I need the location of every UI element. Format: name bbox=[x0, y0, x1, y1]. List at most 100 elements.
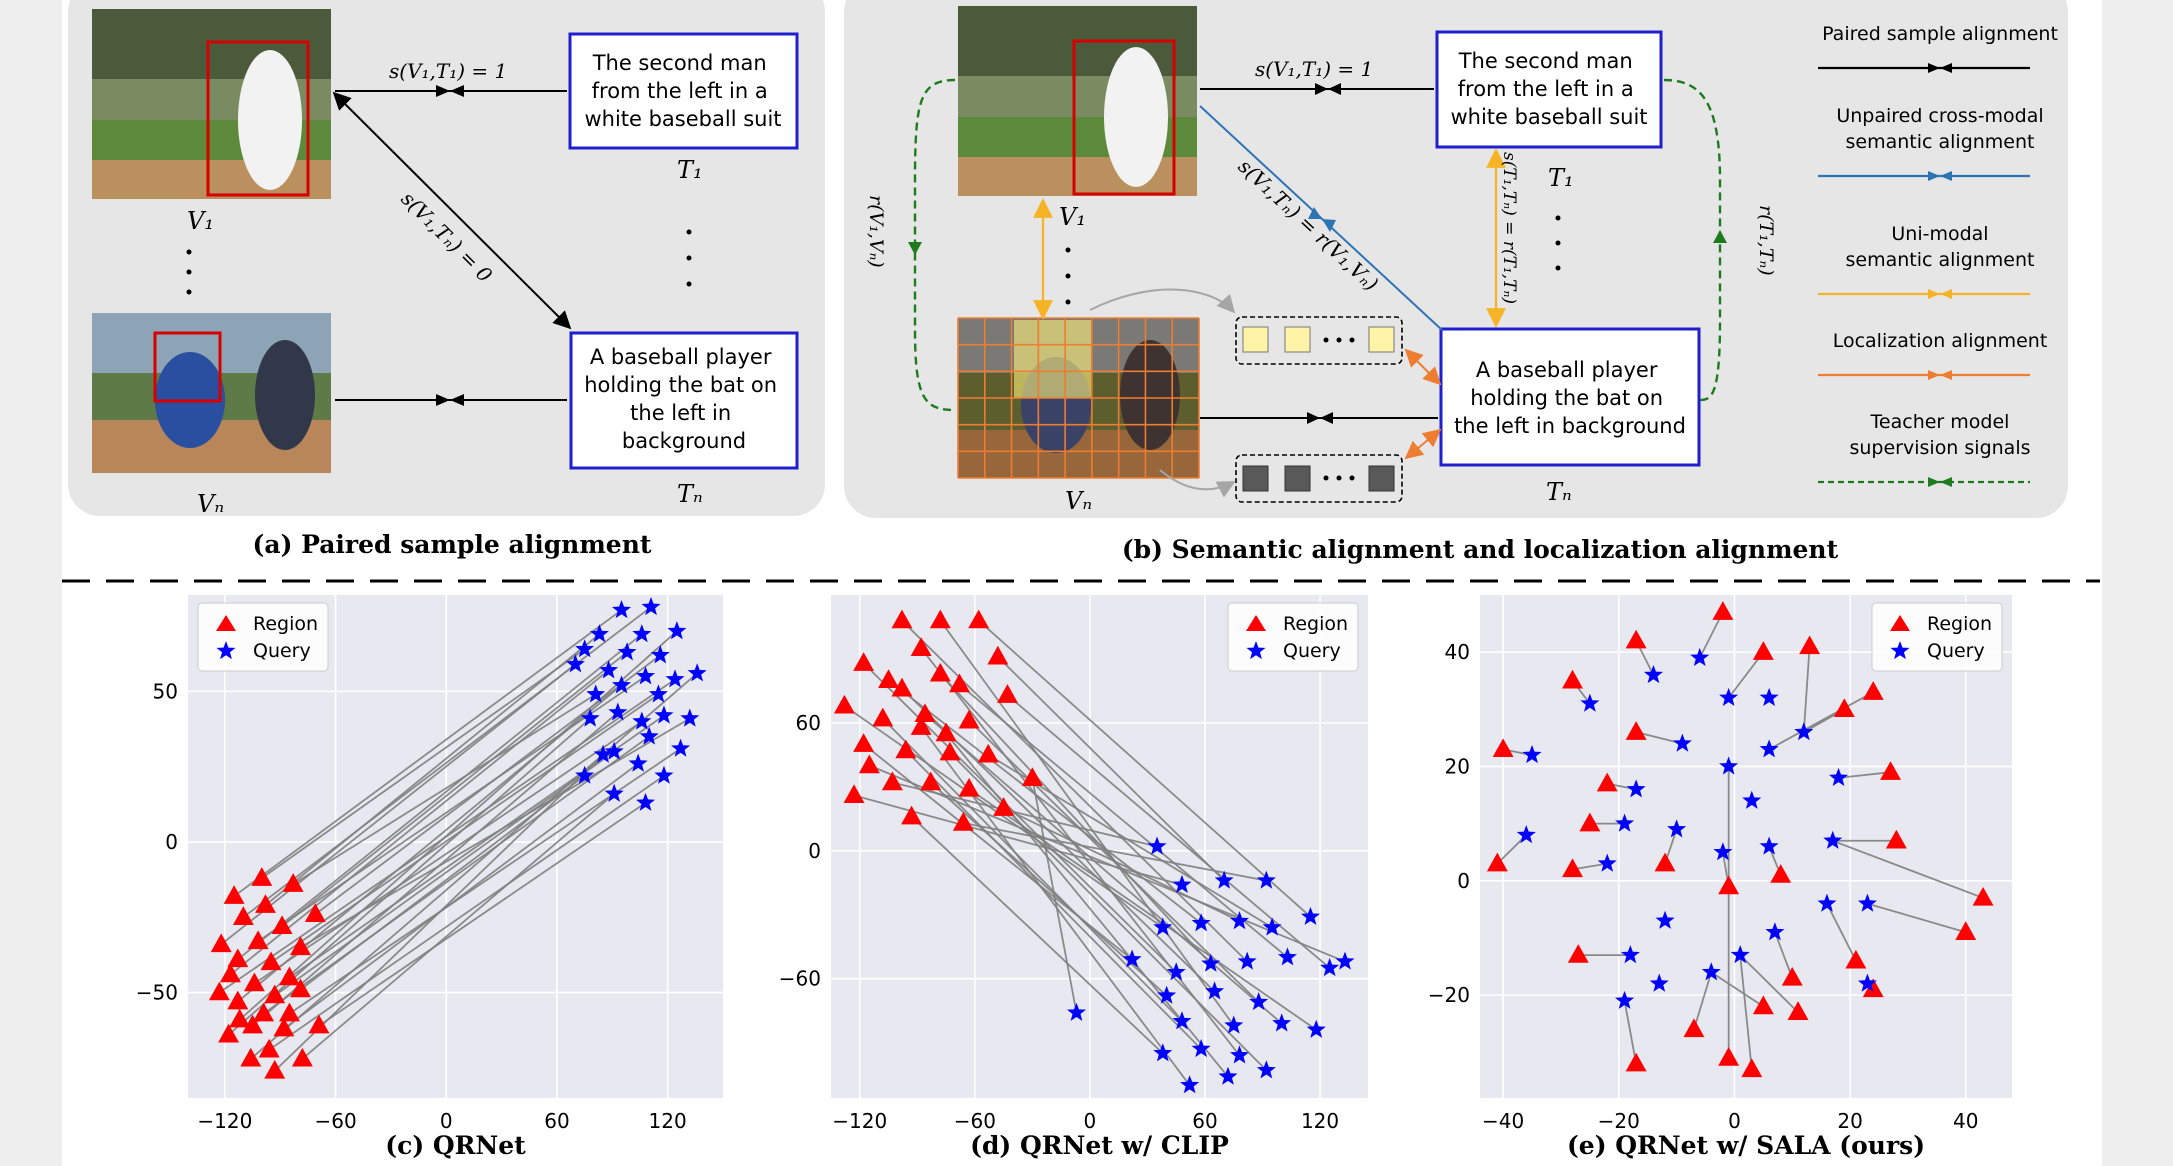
query-point bbox=[575, 639, 595, 658]
query-point bbox=[1597, 853, 1617, 872]
region-box bbox=[153, 331, 222, 403]
query-point bbox=[1719, 756, 1739, 775]
arrow-heads bbox=[1308, 207, 1336, 232]
pair-line bbox=[843, 705, 1164, 929]
region-point bbox=[935, 722, 957, 742]
region-point bbox=[1579, 812, 1601, 832]
legend-b-label: Paired sample alignment bbox=[1822, 23, 2058, 45]
region-point bbox=[939, 741, 961, 761]
query-point bbox=[1277, 947, 1297, 966]
x-tick-label: −60 bbox=[954, 1109, 996, 1133]
chart-d: −120 −60 0 60 120 −60 0 60 Region Query (d) QRNet … bbox=[779, 595, 1368, 1160]
visual-token-row bbox=[1235, 454, 1403, 503]
region-point bbox=[843, 784, 865, 804]
region-point bbox=[895, 739, 917, 759]
pair-line bbox=[233, 609, 623, 897]
query-point bbox=[1655, 910, 1675, 929]
x-tick-label: 0 bbox=[440, 1109, 453, 1133]
legend-query-label: Query bbox=[253, 640, 311, 662]
ellipsis-b-texts bbox=[1555, 215, 1561, 271]
query-point bbox=[1256, 870, 1276, 889]
x-tick-label: 120 bbox=[1301, 1109, 1339, 1133]
query-point bbox=[1742, 790, 1762, 809]
region-point bbox=[247, 930, 269, 950]
pair-line bbox=[869, 764, 1346, 963]
y-tick-label: 20 bbox=[1445, 754, 1470, 778]
ellipsis-b-images bbox=[1065, 247, 1071, 305]
arrow-heads bbox=[1315, 83, 1341, 95]
legend-query-label: Query bbox=[1283, 640, 1341, 662]
query-point bbox=[1166, 962, 1186, 981]
highlight-patch bbox=[1014, 320, 1091, 398]
chart-caption: (c) QRNet bbox=[385, 1131, 526, 1160]
x-tick-label: −60 bbox=[314, 1109, 356, 1133]
pair-line bbox=[261, 648, 586, 879]
pair-line bbox=[281, 651, 628, 928]
text-b-t1: The second man from the left in a white … bbox=[1450, 49, 1647, 129]
region-point bbox=[242, 1014, 264, 1034]
region-point bbox=[208, 981, 230, 1001]
chart-legend bbox=[1871, 602, 2003, 672]
pair-line bbox=[1774, 931, 1794, 979]
pair-line bbox=[1802, 646, 1811, 733]
label-uni-text: s(T₁,Tₙ) = r(T₁,Tₙ) bbox=[1499, 152, 1519, 304]
y-tick-label: −60 bbox=[779, 967, 821, 991]
query-point bbox=[1262, 917, 1282, 936]
region-point bbox=[929, 662, 951, 682]
chart-legend bbox=[1227, 602, 1359, 672]
region-point bbox=[291, 1047, 313, 1067]
caption-a: (a) Paired sample alignment bbox=[253, 530, 652, 559]
query-point bbox=[1759, 687, 1779, 706]
query-point bbox=[1857, 893, 1877, 912]
region-point bbox=[853, 652, 875, 671]
text-box-tn bbox=[569, 331, 799, 470]
region-point bbox=[251, 867, 273, 886]
region-point bbox=[1625, 721, 1647, 740]
pair-line bbox=[939, 620, 1235, 1027]
chart-c: −120 −60 0 60 120 −50 0 50 Region Query (c) QRNet bbox=[136, 595, 723, 1160]
region-point bbox=[968, 609, 990, 629]
label-b-vn: Vₙ bbox=[1065, 487, 1092, 515]
query-point bbox=[1794, 722, 1814, 741]
x-tick-label: 120 bbox=[649, 1109, 687, 1133]
region-point bbox=[264, 984, 286, 1004]
pair-line bbox=[978, 619, 1312, 918]
query-point bbox=[1615, 813, 1635, 832]
query-point bbox=[687, 663, 707, 682]
pair-line bbox=[1739, 955, 1753, 1070]
region-point bbox=[279, 966, 300, 986]
pair-line bbox=[253, 720, 643, 985]
pair-line bbox=[220, 663, 576, 946]
legend-b: Paired sample alignment Unpaired cross-mo… bbox=[1818, 23, 2058, 487]
legend-region-marker bbox=[1890, 615, 1910, 631]
score-b-positive: s(V₁,T₁) = 1 bbox=[1255, 57, 1373, 81]
query-point bbox=[1626, 779, 1646, 798]
query-point bbox=[667, 621, 687, 640]
region-point bbox=[958, 709, 980, 729]
pair-line bbox=[251, 711, 619, 1027]
query-point bbox=[1649, 973, 1669, 992]
query-point bbox=[665, 669, 685, 688]
legend-query-label: Query bbox=[1927, 640, 1985, 662]
photo-v1 bbox=[92, 9, 331, 199]
pair-line bbox=[292, 693, 597, 885]
region-point bbox=[1862, 978, 1884, 998]
query-point bbox=[636, 792, 656, 811]
query-point bbox=[612, 600, 632, 619]
teacher-arrow-text bbox=[1663, 78, 1722, 402]
region-point bbox=[304, 903, 326, 922]
score-positive: s(V₁,T₁) = 1 bbox=[389, 59, 507, 83]
query-point bbox=[1690, 647, 1710, 666]
pair-line bbox=[229, 669, 610, 976]
text-tokens bbox=[1242, 326, 1395, 353]
region-point bbox=[872, 707, 894, 727]
region-point bbox=[1972, 886, 1994, 906]
region-point bbox=[1741, 1058, 1763, 1078]
region-box bbox=[1072, 39, 1176, 196]
y-tick-label: −50 bbox=[136, 981, 178, 1005]
query-point bbox=[1580, 693, 1600, 712]
x-tick-label: 0 bbox=[1084, 1109, 1097, 1133]
query-point bbox=[565, 654, 585, 673]
pair-line bbox=[1832, 839, 1984, 899]
query-point bbox=[1320, 957, 1340, 977]
